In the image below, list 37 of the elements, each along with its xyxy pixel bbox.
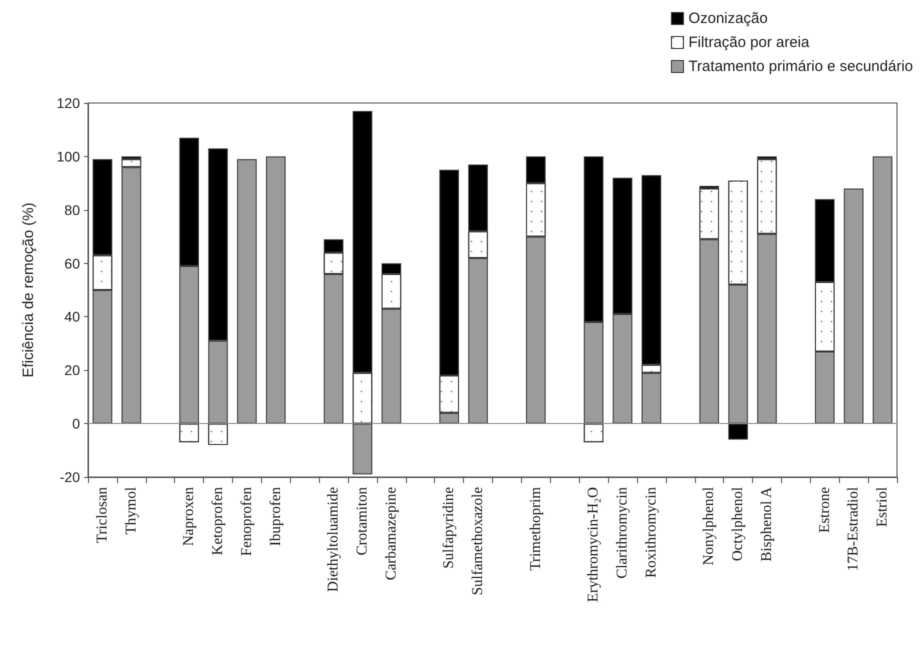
- legend-label: Filtração por areia: [688, 34, 810, 51]
- x-tick-label: Triclosan: [94, 486, 110, 544]
- x-tick-label: 17B-Estradiol: [846, 487, 862, 572]
- bar: [266, 156, 286, 424]
- x-tick-label: Fenoprofen: [238, 486, 255, 556]
- x-tick-label: Erythromycin-H₂O: [586, 486, 602, 602]
- x-tick-label: Naproxen: [181, 486, 198, 546]
- legend-label: Ozonização: [688, 10, 768, 27]
- y-tick-label: 120: [56, 95, 80, 111]
- x-tick-label: Sulfamethoxazole: [470, 486, 486, 596]
- y-axis-title: Eficiência de remoção (%): [20, 202, 37, 378]
- x-tick-label: Trimethoprim: [528, 486, 544, 571]
- bar: [844, 188, 864, 424]
- bar: [872, 156, 892, 424]
- x-tick-label: Estriol: [874, 487, 891, 527]
- x-tick-label: Ibuprofen: [268, 486, 284, 546]
- x-tick-label: Octylphenol: [730, 487, 746, 562]
- y-tick-label: 20: [64, 362, 80, 378]
- legend-label: Tratamento primário e secundário: [688, 58, 913, 75]
- x-tick-label: Sulfapyridine: [441, 486, 458, 569]
- bar: [237, 159, 257, 424]
- y-tick-label: -20: [60, 469, 80, 485]
- x-tick-label: Estrone: [816, 486, 833, 533]
- x-tick-label: Thymol: [123, 487, 140, 534]
- y-tick-label: 100: [56, 148, 80, 164]
- x-tick-label: Roxithromycin: [643, 486, 660, 578]
- y-tick-label: 80: [64, 202, 80, 218]
- x-tick-label: Diethyltoluamide: [326, 486, 342, 592]
- x-tick-label: Ketoprofen: [210, 486, 226, 556]
- y-tick-label: 0: [72, 416, 80, 432]
- x-tick-label: Clarithromycin: [614, 486, 631, 579]
- x-tick-label: Crotamiton: [354, 486, 370, 556]
- x-tick-label: Nonylphenol: [701, 487, 718, 566]
- y-tick-label: 40: [64, 308, 80, 325]
- y-tick-label: 60: [64, 255, 80, 272]
- x-tick-label: Bisphenol A: [758, 486, 775, 562]
- x-tick-label: Carbamazepine: [383, 486, 400, 580]
